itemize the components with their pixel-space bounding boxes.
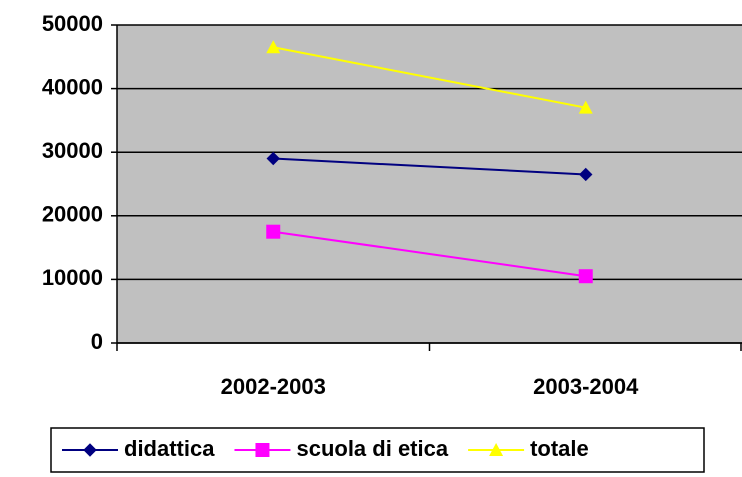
- y-tick-label: 10000: [42, 265, 103, 290]
- y-tick-label: 20000: [42, 202, 103, 227]
- legend-marker: [489, 443, 504, 456]
- point: [266, 40, 281, 54]
- legend-label: scuola di etica: [296, 436, 448, 461]
- point: [578, 100, 593, 114]
- point: [266, 151, 280, 166]
- y-tick-label: 0: [91, 329, 103, 354]
- legend-label: totale: [530, 436, 589, 461]
- y-tick-label: 40000: [42, 74, 103, 99]
- legend-marker: [83, 443, 97, 457]
- x-tick-label: 2003-2004: [533, 374, 639, 399]
- line: [273, 157, 586, 176]
- y-tick-label: 50000: [42, 11, 103, 36]
- legend-label: didattica: [124, 436, 215, 461]
- point: [266, 224, 281, 239]
- point: [578, 269, 593, 284]
- y-tick-label: 30000: [42, 138, 103, 163]
- point: [579, 167, 593, 182]
- plot-area: [117, 25, 742, 343]
- legend-marker: [255, 443, 270, 457]
- legend: [50, 427, 705, 473]
- line: [273, 230, 586, 278]
- x-tick-label: 2002-2003: [221, 374, 326, 399]
- line: [273, 46, 586, 109]
